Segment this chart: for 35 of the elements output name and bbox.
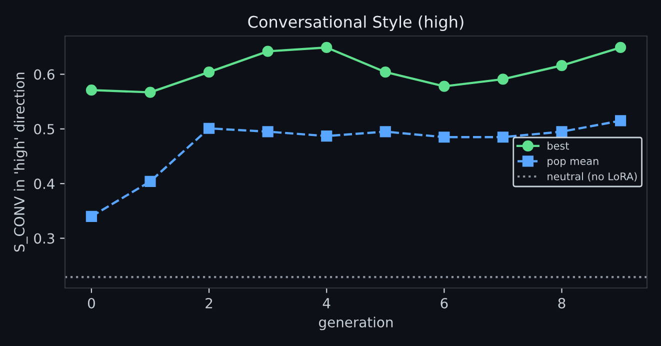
point xyxy=(556,126,568,138)
y-tick-label: 0.3 xyxy=(34,233,54,244)
point xyxy=(380,66,391,78)
point xyxy=(262,46,274,57)
point xyxy=(614,42,626,54)
legend-label: pop mean xyxy=(548,159,598,168)
point xyxy=(144,176,156,187)
point xyxy=(380,126,391,138)
x-tick-label: 8 xyxy=(558,298,566,308)
legend-label: best xyxy=(548,142,569,150)
y-tick-label: 0.5 xyxy=(34,124,54,134)
point xyxy=(86,210,98,222)
x-axis-title: generation xyxy=(319,316,393,330)
chart-title: Conversational Style (high) xyxy=(248,16,464,31)
point xyxy=(203,122,215,134)
point xyxy=(262,126,274,138)
point xyxy=(321,42,332,54)
point xyxy=(556,60,568,72)
x-tick-label: 0 xyxy=(88,298,95,308)
point xyxy=(497,132,509,143)
point xyxy=(321,130,332,142)
y-axis-title: S_CONV in 'high' direction xyxy=(14,72,28,252)
x-tick-label: 6 xyxy=(440,298,448,308)
point xyxy=(144,86,156,98)
point xyxy=(86,84,98,96)
point xyxy=(497,74,509,85)
legend-label: neutral (no LoRA) xyxy=(548,172,637,182)
x-tick-label: 2 xyxy=(206,298,212,308)
y-tick-label: 0.6 xyxy=(34,69,54,80)
point xyxy=(438,132,450,143)
point xyxy=(438,80,450,92)
y-tick-label: 0.4 xyxy=(34,178,54,190)
x-tick-label: 4 xyxy=(322,298,330,308)
point xyxy=(203,66,215,78)
point xyxy=(614,115,626,126)
